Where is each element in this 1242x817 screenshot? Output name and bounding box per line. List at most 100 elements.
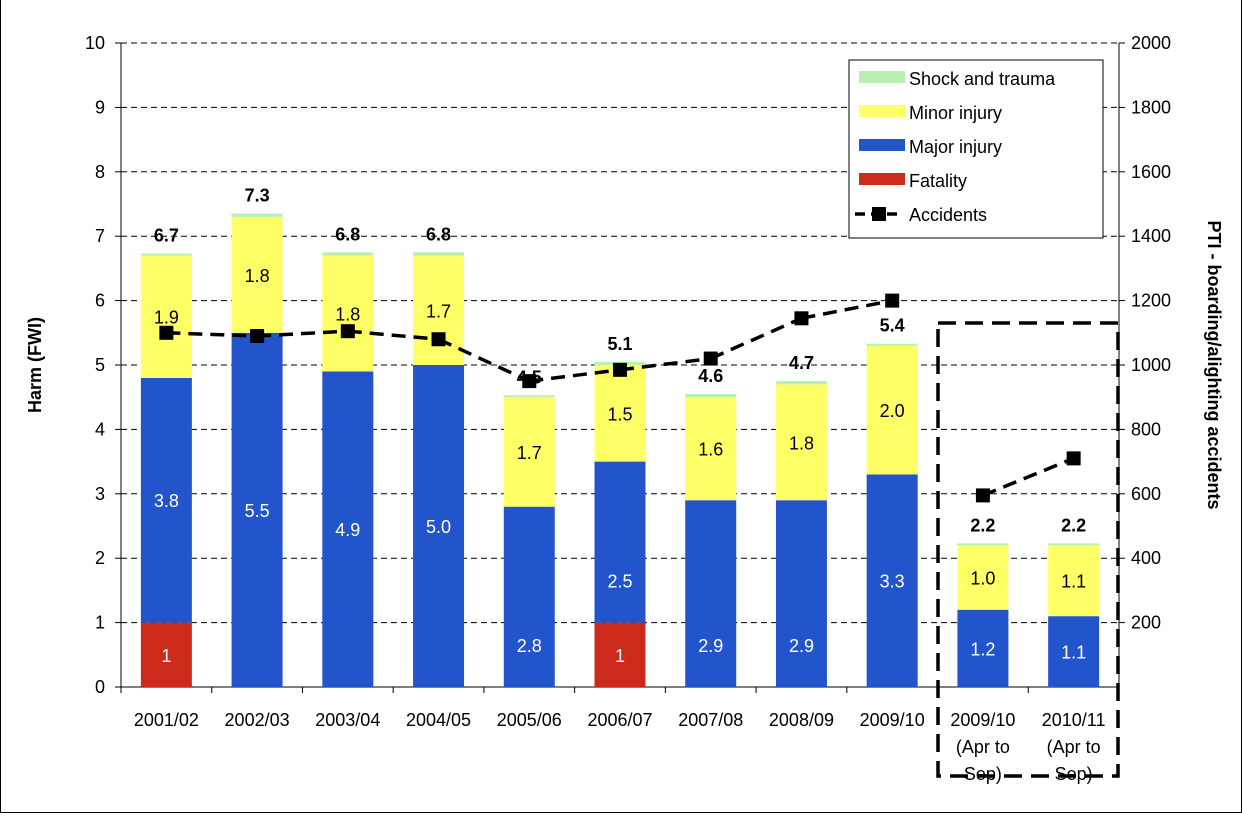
accidents-line-segment (166, 331, 258, 338)
data-label: 2.5 (607, 572, 632, 592)
bar-major-injury (503, 506, 555, 687)
bar-minor-injury (140, 255, 192, 378)
y-tick-label: 0 (95, 677, 105, 697)
x-tick-label: 2002/03 (225, 710, 290, 730)
data-label: 3.8 (154, 491, 179, 511)
y-tick-label: 6 (95, 291, 105, 311)
x-tick-label: 2004/05 (406, 710, 471, 730)
accidents-point (159, 325, 174, 340)
bar-minor-injury (413, 255, 465, 365)
legend-swatch (859, 139, 905, 151)
y2-tick-label: 2000 (1131, 33, 1171, 53)
x-tick-label: 2007/08 (678, 710, 743, 730)
accidents-line-segment (619, 356, 711, 372)
bar-minor-injury (231, 216, 283, 333)
data-label: 1.8 (245, 266, 270, 286)
bar-fatality (594, 622, 646, 687)
bar-fatality (140, 622, 192, 687)
legend-swatch (859, 105, 905, 117)
bar-shock-and-trauma (1048, 543, 1100, 546)
highlight-box (936, 321, 1120, 778)
data-label: 1 (615, 646, 625, 666)
y-tick-label: 10 (85, 33, 105, 53)
accidents-line-segment (982, 456, 1075, 498)
y-axis-title: Harm (FWI) (25, 317, 45, 413)
bar-major-injury (140, 377, 192, 623)
bar-shock-and-trauma (413, 252, 465, 256)
legend-marker (872, 207, 886, 221)
data-label: 1.1 (1061, 643, 1086, 663)
total-label: 6.7 (154, 226, 179, 246)
y2-tick-label: 200 (1131, 613, 1161, 633)
data-label: 5.0 (426, 517, 451, 537)
y2-axis-title: PTI - boarding/alighting accidents (1204, 220, 1224, 509)
x-tick-label: 2006/07 (587, 710, 652, 730)
accidents-point (794, 311, 809, 326)
total-label: 2.2 (970, 515, 995, 535)
bar-minor-injury (503, 397, 555, 507)
bar-minor-injury (1048, 545, 1100, 617)
accidents-line-segment (256, 329, 348, 338)
x-tick-label: 2003/04 (315, 710, 380, 730)
bar-minor-injury (685, 397, 737, 501)
bar-major-injury (322, 371, 374, 687)
y-tick-label: 8 (95, 162, 105, 182)
legend-label: Minor injury (909, 103, 1002, 123)
x-tick-label: 2001/02 (134, 710, 199, 730)
bar-minor-injury (957, 545, 1009, 610)
bar-minor-injury (775, 384, 827, 501)
y-tick-label: 9 (95, 97, 105, 117)
data-label: 1.1 (1061, 572, 1086, 592)
x-tick-label: (Apr to (956, 737, 1010, 757)
accidents-point (1066, 451, 1081, 466)
total-label: 5.4 (880, 316, 905, 336)
x-tick-label: 2010/11 (1042, 710, 1106, 730)
bar-shock-and-trauma (140, 253, 192, 256)
data-label: 1.9 (154, 308, 179, 328)
bar-minor-injury (866, 345, 918, 475)
data-label: 1.8 (789, 433, 814, 453)
x-tick-label: 2008/09 (769, 710, 834, 730)
x-tick-label: 2009/10 (950, 710, 1015, 730)
bar-shock-and-trauma (775, 381, 827, 385)
accidents-point (613, 362, 627, 377)
total-label: 7.3 (245, 186, 270, 206)
total-label: 4.6 (698, 366, 723, 386)
bar-shock-and-trauma (685, 393, 737, 398)
legend-swatch (859, 173, 905, 185)
data-label: 1.5 (607, 404, 632, 424)
y-tick-label: 7 (95, 226, 105, 246)
y-tick-label: 1 (95, 613, 105, 633)
y2-tick-label: 400 (1131, 548, 1161, 568)
y2-tick-label: 800 (1131, 419, 1161, 439)
accidents-line-segment (710, 316, 803, 361)
data-label: 2.9 (698, 636, 723, 656)
total-label: 5.1 (607, 334, 632, 354)
bar-major-injury (775, 500, 827, 687)
accidents-line-segment (529, 368, 621, 383)
y-tick-label: 5 (95, 355, 105, 375)
y2-tick-label: 1000 (1131, 355, 1171, 375)
y-tick-label: 3 (95, 484, 105, 504)
bar-major-injury (1048, 616, 1100, 687)
accidents-line-segment (437, 337, 531, 383)
total-label: 4.7 (789, 353, 814, 373)
data-label: 1.7 (426, 301, 451, 321)
bar-major-injury (413, 365, 465, 687)
bar-minor-injury (594, 365, 646, 462)
data-label: 1.6 (698, 440, 723, 460)
accidents-line-segment (347, 329, 439, 341)
x-tick-label: 2005/06 (497, 710, 562, 730)
data-label: 1.7 (517, 443, 542, 463)
bar-shock-and-trauma (957, 543, 1009, 546)
data-label: 1.2 (970, 639, 995, 659)
total-label: 6.8 (335, 224, 360, 244)
bar-major-injury (594, 461, 646, 623)
accidents-point (885, 293, 900, 308)
bar-shock-and-trauma (866, 343, 918, 346)
y2-tick-label: 1400 (1131, 226, 1171, 246)
bar-major-injury (231, 332, 283, 687)
x-tick-label: Sep) (964, 764, 1002, 784)
total-label: 6.8 (426, 224, 451, 244)
